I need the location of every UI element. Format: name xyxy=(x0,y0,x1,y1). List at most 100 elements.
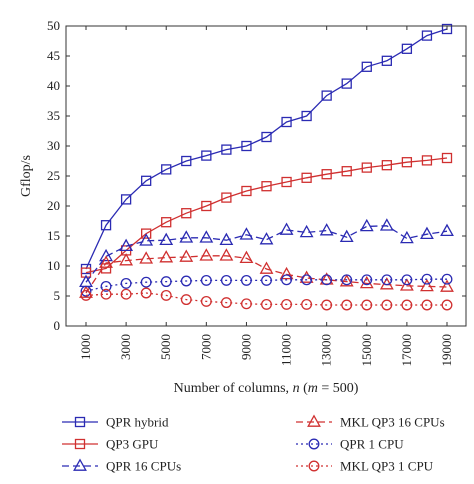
data-point-series-3 xyxy=(219,248,234,261)
x-axis-label-part: Number of columns, xyxy=(174,381,293,396)
data-point-series-5 xyxy=(421,299,433,311)
series-line-4 xyxy=(85,278,447,292)
data-point-series-1 xyxy=(241,185,252,197)
legend-marker-4 xyxy=(308,438,320,450)
data-point-series-0 xyxy=(441,23,453,35)
x-tick-label: 19000 xyxy=(439,334,454,367)
data-point-series-0 xyxy=(321,90,332,101)
data-point-series-4 xyxy=(240,274,252,286)
data-point-series-2 xyxy=(159,232,174,246)
data-point-series-5 xyxy=(140,287,152,299)
x-tick-label: 11000 xyxy=(279,334,294,366)
data-point-series-3 xyxy=(259,261,274,274)
legend-marker-2 xyxy=(73,458,87,471)
y-tick-label: 30 xyxy=(47,138,60,153)
data-point-series-0 xyxy=(181,155,192,167)
data-point-series-3 xyxy=(159,250,174,263)
data-point-series-4 xyxy=(301,274,313,286)
data-point-series-1 xyxy=(401,157,413,168)
x-tick-label: 3000 xyxy=(118,334,133,360)
data-point-series-5 xyxy=(301,298,313,310)
series-line-0 xyxy=(85,28,448,270)
data-point-series-4 xyxy=(341,274,353,286)
data-point-series-5 xyxy=(120,288,132,300)
legend-marker-0 xyxy=(74,416,86,428)
y-tick-label: 50 xyxy=(47,18,60,33)
data-point-series-0 xyxy=(120,194,132,205)
data-point-series-4 xyxy=(80,285,92,297)
data-point-series-2 xyxy=(239,227,254,240)
data-point-series-5 xyxy=(220,297,232,309)
data-point-series-2 xyxy=(339,229,354,243)
data-point-series-3 xyxy=(359,275,374,289)
data-point-series-3 xyxy=(239,250,254,264)
data-point-series-0 xyxy=(221,144,232,155)
data-point-series-5 xyxy=(180,294,192,306)
data-point-series-3 xyxy=(339,274,354,287)
x-tick-label: 7000 xyxy=(198,334,213,360)
data-point-series-2 xyxy=(399,230,414,244)
y-axis-label: Gflop/s xyxy=(19,155,34,197)
legend-label-2: QPR 16 CPUs xyxy=(106,459,181,474)
series-line-3 xyxy=(85,255,448,294)
y-tick-label: 40 xyxy=(47,78,60,93)
data-point-series-5 xyxy=(100,288,112,300)
data-point-series-2 xyxy=(199,230,214,243)
data-point-series-1 xyxy=(221,192,232,203)
data-point-series-0 xyxy=(261,131,272,143)
axes: 0 5 10 15 20 25 30 35 40 45 50 1000 3000 5000 7000 9000… xyxy=(19,18,467,396)
data-point-series-3 xyxy=(279,266,294,280)
data-point-series-5 xyxy=(381,299,393,311)
data-point-series-2 xyxy=(119,238,134,252)
data-point-series-1 xyxy=(281,176,292,188)
data-point-series-1 xyxy=(301,172,312,183)
data-point-series-2 xyxy=(219,232,234,246)
data-point-series-3 xyxy=(179,249,194,262)
data-point-series-3 xyxy=(139,251,154,264)
data-point-series-0 xyxy=(301,110,312,122)
legend-label-4: QPR 1 CPU xyxy=(340,437,404,452)
data-point-series-4 xyxy=(421,273,433,285)
data-point-series-5 xyxy=(441,299,453,311)
data-point-series-5 xyxy=(321,299,333,311)
data-point-series-1 xyxy=(201,200,212,212)
data-point-series-0 xyxy=(381,55,392,66)
data-point-series-4 xyxy=(200,274,212,286)
data-point-series-2 xyxy=(179,230,194,243)
data-point-series-5 xyxy=(281,298,293,310)
data-point-series-0 xyxy=(241,140,252,152)
data-point-series-1 xyxy=(181,208,192,219)
data-point-series-4 xyxy=(160,276,172,288)
data-point-series-1 xyxy=(441,152,453,164)
data-point-series-4 xyxy=(261,274,272,286)
data-point-series-4 xyxy=(100,280,112,292)
data-point-series-4 xyxy=(441,273,453,285)
data-point-series-0 xyxy=(401,43,413,54)
data-point-series-0 xyxy=(281,116,292,128)
legend-label-0: QPR hybrid xyxy=(106,415,169,430)
y-tick-label: 45 xyxy=(47,48,60,63)
data-point-series-2 xyxy=(99,248,113,262)
data-point-series-1 xyxy=(261,181,272,192)
data-point-series-1 xyxy=(421,155,433,166)
series-line-2 xyxy=(85,225,448,283)
data-point-series-3 xyxy=(99,255,113,268)
data-point-series-3 xyxy=(399,278,414,291)
data-point-series-4 xyxy=(220,274,232,286)
plot-area xyxy=(79,23,454,311)
data-point-series-2 xyxy=(319,223,334,236)
data-point-series-3 xyxy=(440,279,454,292)
data-point-series-0 xyxy=(341,78,352,89)
data-point-series-2 xyxy=(259,232,274,245)
y-tick-label: 20 xyxy=(47,198,60,213)
y-tick-label: 35 xyxy=(47,108,60,123)
data-point-series-2 xyxy=(440,223,454,237)
data-point-series-3 xyxy=(299,270,314,283)
legend-label-5: MKL QP3 1 CPU xyxy=(340,459,434,474)
data-point-series-3 xyxy=(199,248,214,261)
data-point-series-0 xyxy=(141,175,152,186)
x-tick-label: 13000 xyxy=(319,334,334,367)
y-tick-label: 5 xyxy=(54,288,61,303)
data-point-series-1 xyxy=(161,217,172,228)
